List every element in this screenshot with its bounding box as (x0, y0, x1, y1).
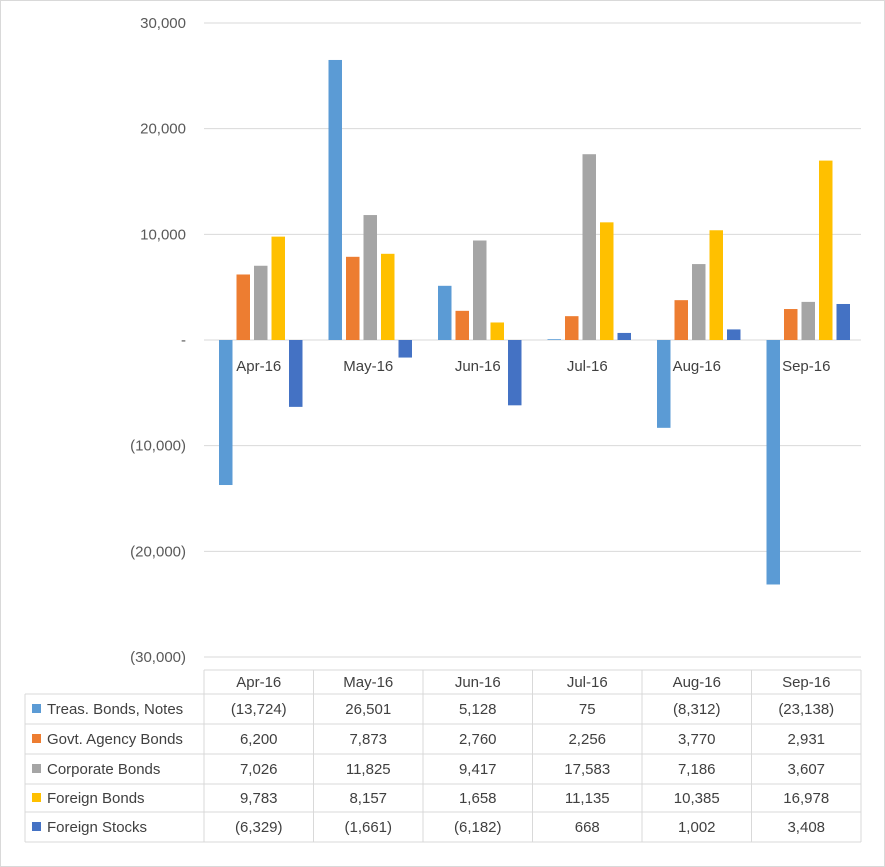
legend-key (32, 793, 41, 802)
table-cell: (13,724) (231, 701, 287, 718)
category-label: Jun-16 (455, 358, 501, 375)
bar (398, 340, 412, 358)
y-tick-label: (10,000) (130, 438, 186, 455)
bar (438, 285, 452, 340)
category-label: Aug-16 (673, 358, 721, 375)
bar (289, 340, 303, 407)
legend-entry: Foreign Stocks (47, 819, 147, 836)
y-tick-label: - (181, 332, 186, 349)
table-header-cell: Jun-16 (455, 674, 501, 691)
bar (784, 309, 798, 340)
bar (692, 264, 706, 340)
bar (674, 300, 688, 340)
table-cell: 2,931 (787, 731, 825, 748)
table-cell: 11,825 (346, 761, 391, 778)
bar (271, 236, 285, 340)
legend-key (32, 822, 41, 831)
table-cell: 7,026 (240, 761, 278, 778)
table-cell: (1,661) (344, 819, 392, 836)
table-cell: 2,760 (459, 731, 497, 748)
y-tick-label: 20,000 (140, 121, 186, 138)
bar (346, 256, 360, 340)
table-cell: 17,583 (564, 761, 610, 778)
bar (727, 329, 741, 340)
bar (490, 322, 504, 340)
legend-key (32, 764, 41, 773)
table-cell: 9,783 (240, 790, 278, 807)
category-labels: Apr-16 May-16 Jun-16 Jul-16 Aug-16 Sep-16 (236, 358, 830, 375)
y-axis-ticks: 30,000 20,000 10,000 - (10,000) (20,000) (30,0… (130, 15, 186, 666)
data-table: Apr-16 May-16 Jun-16 Jul-16 Aug-16 Sep-16 Trea… (24, 669, 862, 843)
bar (565, 316, 579, 340)
bar (236, 274, 250, 340)
gridlines (204, 22, 861, 658)
table-cell: 75 (579, 701, 596, 718)
legend-entry: Corporate Bonds (47, 761, 160, 778)
legend-key (32, 734, 41, 743)
table-cell: 11,135 (565, 790, 610, 807)
bar (328, 59, 342, 340)
table-cell: 2,256 (568, 731, 606, 748)
table-cell: 1,002 (678, 819, 716, 836)
category-label: Sep-16 (782, 358, 830, 375)
bar (363, 215, 377, 340)
bar (819, 160, 833, 340)
table-cell: 5,128 (459, 701, 497, 718)
table-cell: 7,186 (678, 761, 716, 778)
bar (801, 301, 815, 340)
table-cell: (8,312) (673, 701, 721, 718)
bar (766, 340, 780, 585)
legend-key (32, 704, 41, 713)
bar (381, 253, 395, 340)
table-header-cell: Apr-16 (236, 674, 281, 691)
table-header-cell: May-16 (343, 674, 393, 691)
table-cell: 10,385 (674, 790, 720, 807)
table-cell: 3,770 (678, 731, 716, 748)
table-cell: 7,873 (349, 731, 387, 748)
table-cell: 3,408 (787, 819, 825, 836)
category-label: Apr-16 (236, 358, 281, 375)
bar (547, 339, 561, 340)
table-cell: 26,501 (345, 701, 391, 718)
table-cell: 9,417 (459, 761, 497, 778)
bar (836, 303, 850, 340)
bar (455, 310, 469, 340)
y-tick-label: 30,000 (140, 15, 186, 32)
y-tick-label: (30,000) (130, 649, 186, 666)
bar (657, 340, 671, 428)
bar (600, 222, 614, 340)
category-label: May-16 (343, 358, 393, 375)
table-cell: (6,329) (235, 819, 283, 836)
table-cell: 6,200 (240, 731, 278, 748)
bar (473, 240, 487, 340)
bar (219, 340, 233, 486)
table-header-cell: Jul-16 (567, 674, 608, 691)
table-cell: (6,182) (454, 819, 502, 836)
table-cell: 668 (575, 819, 600, 836)
table-cell: 3,607 (787, 761, 825, 778)
bars (219, 59, 850, 585)
y-tick-label: 10,000 (140, 226, 186, 243)
y-tick-label: (20,000) (130, 543, 186, 560)
table-header-cell: Sep-16 (782, 674, 830, 691)
bar (582, 154, 596, 340)
bar (617, 332, 631, 340)
legend-entry: Treas. Bonds, Notes (47, 701, 183, 718)
legend-entry: Foreign Bonds (47, 790, 145, 807)
table-cell: (23,138) (778, 701, 834, 718)
bar (254, 265, 268, 340)
table-header-cell: Aug-16 (673, 674, 721, 691)
legend-entry: Govt. Agency Bonds (47, 731, 183, 748)
table-cell: 8,157 (349, 790, 387, 807)
bar (508, 340, 522, 406)
table-cell: 1,658 (459, 790, 497, 807)
category-label: Jul-16 (567, 358, 608, 375)
table-cell: 16,978 (783, 790, 829, 807)
bar (709, 230, 723, 340)
